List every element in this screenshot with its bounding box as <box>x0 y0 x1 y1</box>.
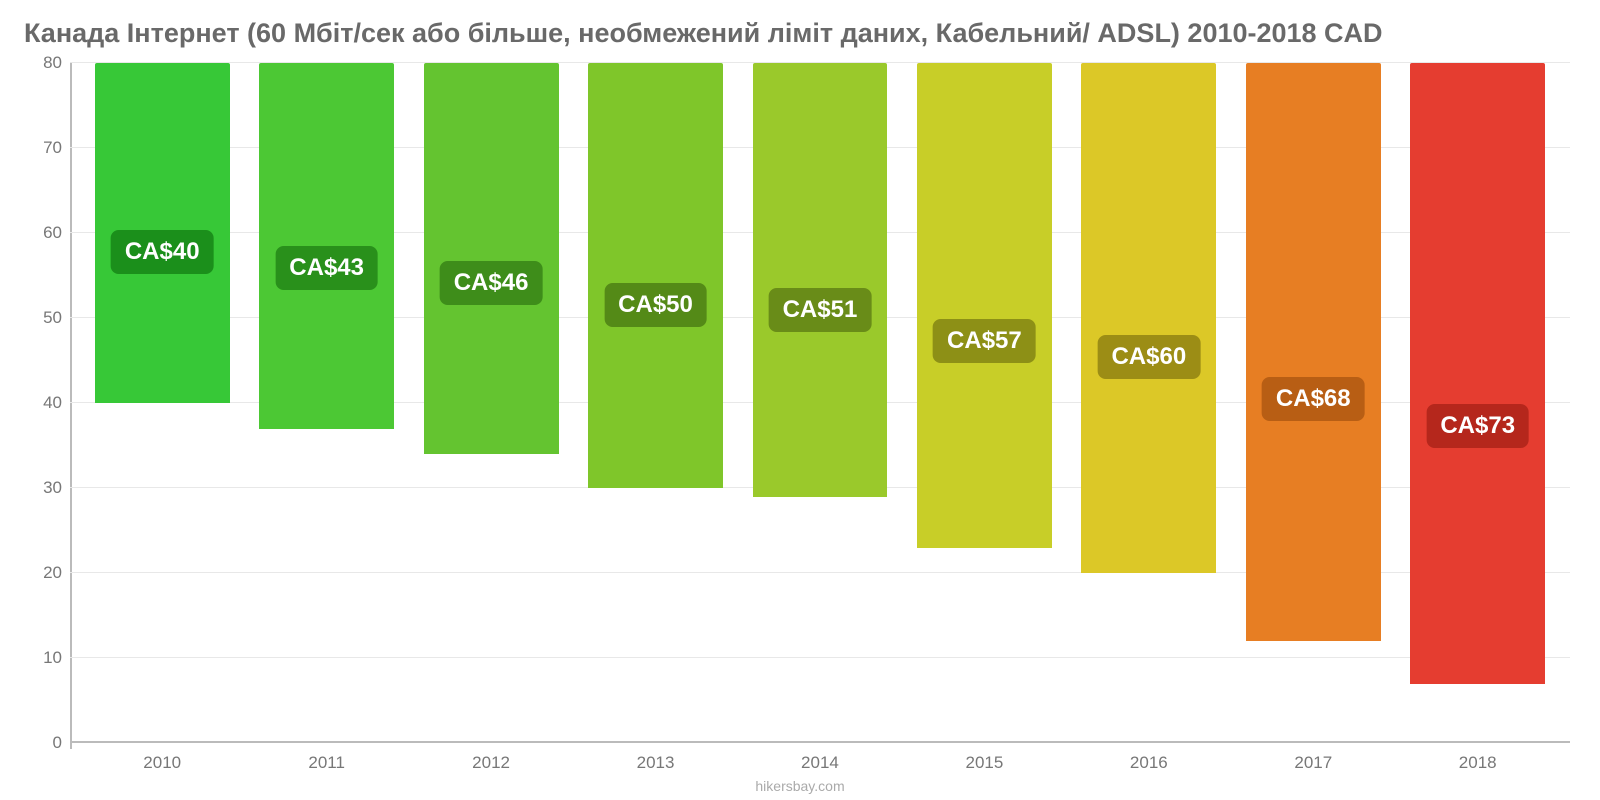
bar: CA$73 <box>1410 63 1545 684</box>
credit-text: hikersbay.com <box>755 778 844 794</box>
bar-slot: CA$682017 <box>1231 63 1395 743</box>
y-tick: 30 <box>22 478 62 498</box>
y-tick: 0 <box>22 733 62 753</box>
bar: CA$46 <box>424 63 559 454</box>
x-tick-label: 2010 <box>143 753 181 773</box>
chart-title: Канада Інтернет (60 Мбіт/сек або більше,… <box>20 10 1580 63</box>
y-tick: 10 <box>22 648 62 668</box>
bar: CA$43 <box>259 63 394 429</box>
bar-slot: CA$602016 <box>1067 63 1231 743</box>
y-tick: 70 <box>22 138 62 158</box>
bar-value-label: CA$60 <box>1097 335 1200 379</box>
x-tick-label: 2014 <box>801 753 839 773</box>
bar: CA$60 <box>1081 63 1216 573</box>
bars-group: CA$402010CA$432011CA$462012CA$502013CA$5… <box>70 63 1570 743</box>
y-tick: 50 <box>22 308 62 328</box>
y-axis: 01020304050607080 <box>20 63 70 743</box>
bar-slot: CA$402010 <box>80 63 244 743</box>
bar-slot: CA$432011 <box>244 63 408 743</box>
bar-value-label: CA$40 <box>111 230 214 274</box>
bar: CA$51 <box>753 63 888 497</box>
y-tick: 80 <box>22 53 62 73</box>
bar-slot: CA$462012 <box>409 63 573 743</box>
bar-value-label: CA$57 <box>933 319 1036 363</box>
x-tick-label: 2017 <box>1294 753 1332 773</box>
bar-value-label: CA$51 <box>769 288 872 332</box>
bar-slot: CA$572015 <box>902 63 1066 743</box>
x-tick-label: 2018 <box>1459 753 1497 773</box>
y-tick: 40 <box>22 393 62 413</box>
x-tick-label: 2016 <box>1130 753 1168 773</box>
x-tick-label: 2012 <box>472 753 510 773</box>
bar-value-label: CA$68 <box>1262 377 1365 421</box>
x-tick-label: 2015 <box>965 753 1003 773</box>
bar: CA$57 <box>917 63 1052 548</box>
x-tick-label: 2011 <box>308 753 345 773</box>
y-tick: 20 <box>22 563 62 583</box>
bar-value-label: CA$73 <box>1426 404 1529 448</box>
bar-slot: CA$502013 <box>573 63 737 743</box>
bar-slot: CA$732018 <box>1396 63 1560 743</box>
y-tick: 60 <box>22 223 62 243</box>
bar: CA$50 <box>588 63 723 488</box>
bar: CA$68 <box>1246 63 1381 641</box>
bar: CA$40 <box>95 63 230 403</box>
bar-value-label: CA$46 <box>440 261 543 305</box>
bar-slot: CA$512014 <box>738 63 902 743</box>
x-tick-label: 2013 <box>637 753 675 773</box>
plot-area: 01020304050607080 CA$402010CA$432011CA$4… <box>70 63 1570 743</box>
bar-value-label: CA$50 <box>604 283 707 327</box>
bar-value-label: CA$43 <box>275 246 378 290</box>
chart-container: Канада Інтернет (60 Мбіт/сек або більше,… <box>0 0 1600 800</box>
